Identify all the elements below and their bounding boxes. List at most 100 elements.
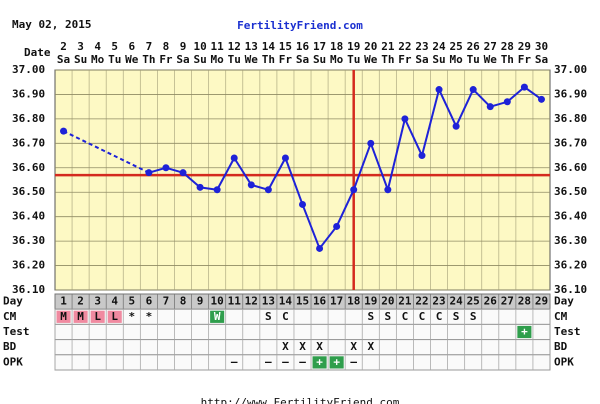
weekday: Mo: [449, 53, 463, 66]
temp-segment: [182, 171, 201, 189]
temp-segment: [438, 89, 458, 127]
cell-code: S: [385, 310, 392, 323]
obs-row: [54, 323, 551, 341]
weekday: Su: [313, 53, 326, 66]
y-tick-label-right: 36.70: [554, 136, 587, 149]
weekday: Tu: [467, 53, 480, 66]
day-number: 10: [211, 295, 224, 308]
day-number: 20: [381, 295, 394, 308]
date-number: 11: [211, 40, 225, 53]
day-number: 5: [128, 295, 135, 308]
day-number: 4: [111, 295, 118, 308]
weekday: Sa: [415, 53, 428, 66]
date-number: 5: [111, 40, 118, 53]
weekday: Su: [432, 53, 445, 66]
cell-highlight: [329, 356, 344, 369]
weekday: Fr: [159, 53, 173, 66]
cell-code: C: [402, 310, 409, 323]
temp-point: [299, 200, 306, 208]
day-number: 8: [180, 295, 187, 308]
weekday: We: [364, 53, 378, 66]
temp-segment: [455, 89, 475, 127]
temp-point: [60, 127, 68, 135]
cell-code: X: [350, 340, 357, 353]
day-number: 9: [197, 295, 204, 308]
row-label: OPK: [3, 355, 23, 368]
date-number: 9: [180, 40, 187, 53]
cell-code: S: [367, 310, 374, 323]
date-number: 29: [518, 40, 531, 53]
temp-point: [145, 169, 153, 177]
row-label: BD: [3, 340, 17, 353]
row-label: Test: [3, 325, 30, 338]
weekday: Mo: [91, 53, 105, 66]
cell-code: L: [94, 310, 101, 323]
weekday: Th: [501, 53, 514, 66]
day-number: 21: [398, 295, 412, 308]
temp-point: [486, 103, 494, 111]
cell-code: M: [77, 310, 84, 323]
cell-code: +: [316, 355, 323, 368]
weekday: We: [484, 53, 498, 66]
day-number: 27: [501, 295, 514, 308]
date-number: 30: [535, 40, 548, 53]
temp-point: [350, 186, 358, 194]
cell-code: –: [282, 355, 289, 368]
temp-point: [537, 95, 545, 103]
y-tick-label-right: 36.80: [554, 112, 587, 125]
temp-segment: [369, 142, 389, 191]
temp-point: [264, 186, 272, 194]
day-number: 17: [330, 295, 343, 308]
y-tick-label: 36.30: [12, 234, 45, 247]
cell-code: W: [214, 310, 221, 323]
y-tick-label-right: 36.50: [554, 185, 587, 198]
row-label: CM: [3, 310, 17, 323]
day-number: 12: [245, 295, 258, 308]
y-tick-label: 37.00: [12, 63, 45, 76]
temp-point: [418, 152, 426, 160]
y-tick-label-right: 36.20: [554, 259, 587, 272]
y-tick-label-right: 36.40: [554, 210, 587, 223]
y-tick-label: 36.10: [12, 283, 45, 296]
date-number: 3: [77, 40, 84, 53]
date-number: 26: [467, 40, 481, 53]
date-number: 7: [146, 40, 153, 53]
cell-code: –: [299, 355, 306, 368]
cell-code: C: [419, 310, 426, 323]
temp-segment: [421, 89, 441, 156]
cell-code: X: [316, 340, 323, 353]
y-tick-label: 36.20: [12, 259, 45, 272]
day-number: 28: [518, 295, 531, 308]
day-number: 11: [228, 295, 242, 308]
day-number: 24: [449, 295, 463, 308]
day-number: 13: [262, 295, 275, 308]
weekday: Fr: [518, 53, 532, 66]
temp-point: [503, 98, 511, 106]
temp-segment: [301, 204, 321, 249]
temp-segment: [386, 118, 406, 191]
temp-segment: [506, 86, 526, 103]
date-number: 14: [262, 40, 276, 53]
date-number: 20: [364, 40, 377, 53]
date-number: 28: [501, 40, 514, 53]
temp-point: [367, 139, 375, 147]
temp-point: [469, 86, 477, 94]
weekday: Sa: [176, 53, 189, 66]
temp-point: [520, 83, 528, 91]
weekday: Mo: [330, 53, 344, 66]
day-number: 23: [432, 295, 445, 308]
temp-segment: [63, 130, 150, 174]
header-date: May 02, 2015: [12, 18, 91, 31]
cell-highlight: [107, 310, 122, 323]
date-label: Date: [24, 46, 51, 59]
temp-segment: [335, 189, 355, 227]
weekday: Th: [142, 53, 155, 66]
weekday: Sa: [57, 53, 70, 66]
y-tick-label-right: 36.30: [554, 234, 587, 247]
temp-point: [401, 115, 409, 123]
cell-code: C: [282, 310, 289, 323]
cell-code: X: [367, 340, 374, 353]
weekday: Fr: [398, 53, 412, 66]
weekday: Th: [262, 53, 275, 66]
